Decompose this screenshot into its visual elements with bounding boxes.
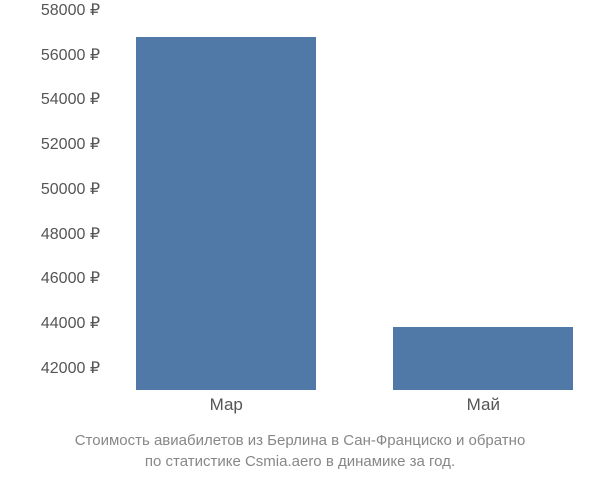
y-tick-label: 48000 ₽	[41, 224, 100, 244]
y-tick-label: 58000 ₽	[41, 0, 100, 20]
caption-line-2: по статистике Csmia.aero в динамике за г…	[145, 453, 455, 470]
x-tick-label: Май	[467, 395, 500, 415]
price-chart: 42000 ₽ 44000 ₽ 46000 ₽ 48000 ₽ 50000 ₽ 52000…	[10, 10, 590, 410]
bar	[393, 327, 573, 390]
y-tick-label: 46000 ₽	[41, 268, 100, 288]
caption-line-1: Стоимость авиабилетов из Берлина в Сан-Ф…	[75, 432, 526, 449]
plot-area	[105, 10, 590, 390]
y-tick-label: 42000 ₽	[41, 358, 100, 378]
y-tick-label: 44000 ₽	[41, 313, 100, 333]
y-tick-label: 50000 ₽	[41, 179, 100, 199]
y-tick-label: 56000 ₽	[41, 45, 100, 65]
x-tick-label: Мар	[210, 395, 243, 415]
y-axis: 42000 ₽ 44000 ₽ 46000 ₽ 48000 ₽ 50000 ₽ 52000…	[10, 10, 100, 390]
chart-caption: Стоимость авиабилетов из Берлина в Сан-Ф…	[0, 430, 600, 472]
bar	[136, 37, 316, 390]
y-tick-label: 54000 ₽	[41, 89, 100, 109]
y-tick-label: 52000 ₽	[41, 134, 100, 154]
x-axis: Мар Май	[105, 395, 590, 425]
